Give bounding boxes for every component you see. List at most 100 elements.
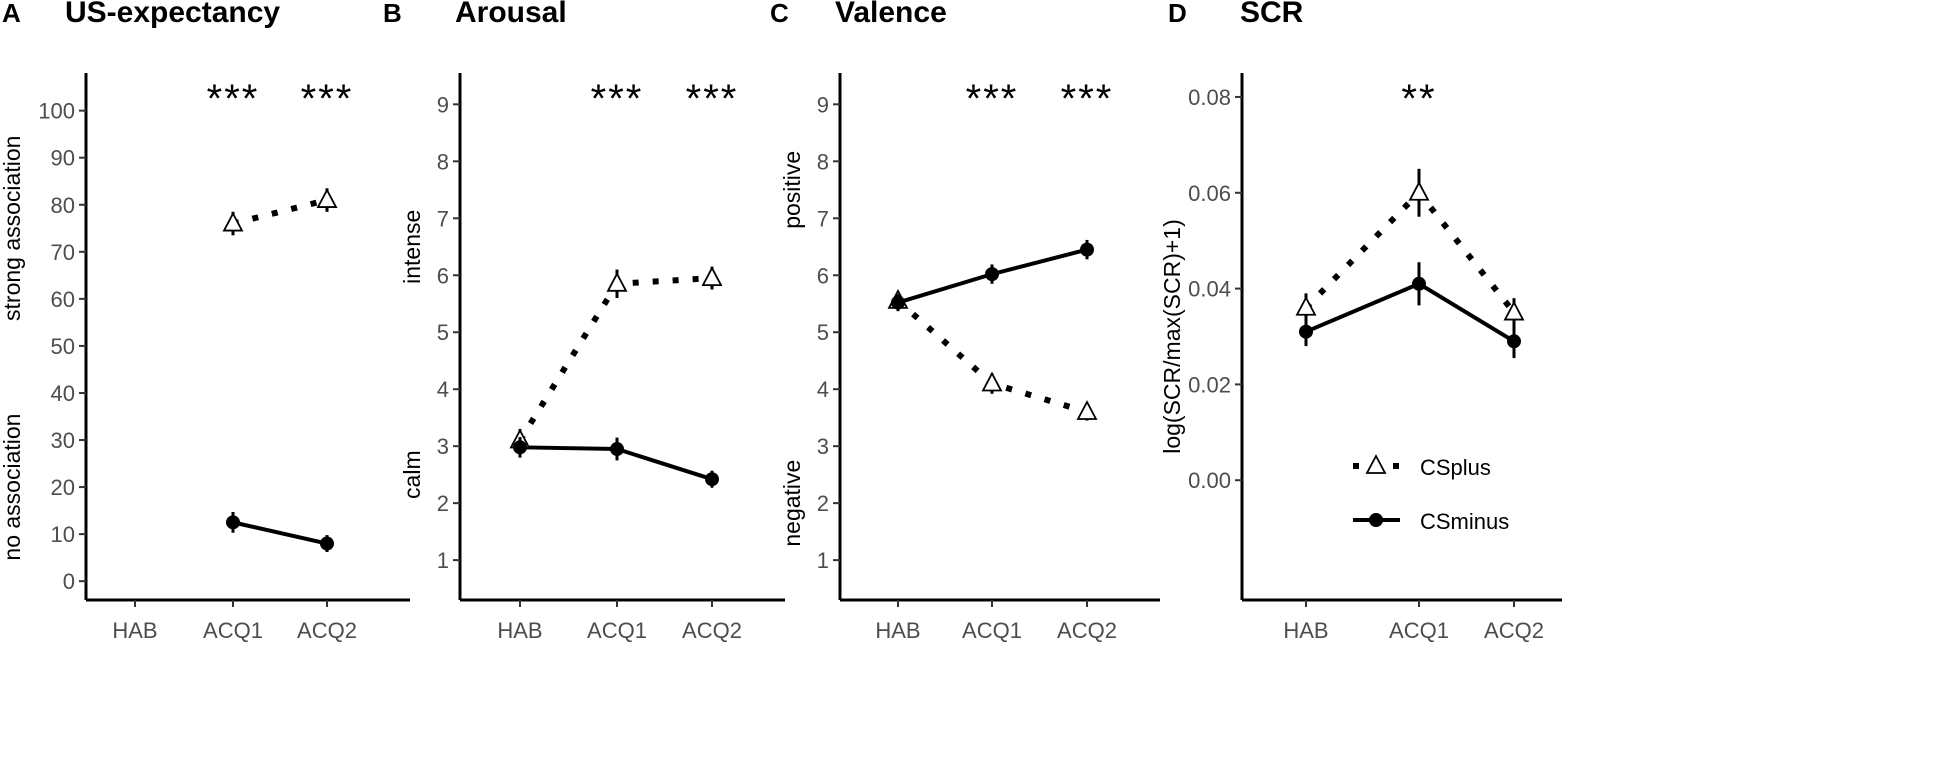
y-tick-label: 0.04 bbox=[1188, 277, 1231, 302]
y-tick-label: 80 bbox=[51, 193, 75, 218]
panel-B: B Arousal 1 2 3 4 5 6 7 8 9 HAB ACQ1 ACQ2 calm intense *… bbox=[383, 0, 785, 643]
panel-title: Valence bbox=[835, 0, 947, 29]
series-line-csplus bbox=[517, 275, 713, 443]
marker-csminus bbox=[891, 295, 905, 310]
marker-csminus bbox=[1080, 242, 1094, 257]
y-tick-label: 7 bbox=[437, 206, 449, 231]
y-tick-label: 2 bbox=[437, 491, 449, 516]
marker-csplus bbox=[1076, 400, 1098, 420]
series-line-csminus bbox=[1305, 281, 1516, 344]
y-axis-label-low: negative bbox=[779, 460, 805, 547]
marker-csplus bbox=[701, 266, 723, 287]
panel-letter: B bbox=[383, 0, 402, 28]
y-tick-label: 7 bbox=[817, 206, 829, 231]
x-tick-label: ACQ2 bbox=[1057, 618, 1117, 643]
marker-csminus bbox=[985, 267, 999, 282]
y-tick-label: 8 bbox=[817, 149, 829, 174]
y-tick-label: 10 bbox=[51, 522, 75, 547]
marker-csplus bbox=[316, 188, 338, 208]
y-axis-label-high: strong association bbox=[0, 136, 25, 321]
x-tick-label: ACQ2 bbox=[682, 618, 742, 643]
x-tick-label: ACQ2 bbox=[1484, 618, 1544, 643]
y-tick-label: 0.02 bbox=[1188, 372, 1231, 397]
significance-stars: *** bbox=[1061, 77, 1114, 121]
y-tick-label: 40 bbox=[51, 381, 75, 406]
y-tick-label: 90 bbox=[51, 146, 75, 171]
y-axis-label-low: no association bbox=[0, 414, 25, 561]
significance-stars: *** bbox=[591, 77, 644, 121]
marker-csplus bbox=[222, 211, 244, 232]
series-line-csplus bbox=[896, 298, 1088, 415]
marker-csminus bbox=[1507, 334, 1521, 349]
marker-csplus bbox=[1503, 300, 1525, 321]
y-tick-label: 4 bbox=[437, 377, 449, 402]
marker-csplus bbox=[606, 271, 628, 292]
x-tick-label: HAB bbox=[497, 618, 542, 643]
y-tick-label: 9 bbox=[817, 92, 829, 117]
y-tick-label: 60 bbox=[51, 287, 75, 312]
y-tick-label: 6 bbox=[817, 263, 829, 288]
panel-D: D SCR 0.00 0.02 0.04 0.06 0.08 HAB ACQ1 ACQ2 log(S… bbox=[1159, 0, 1562, 643]
significance-stars: *** bbox=[207, 77, 260, 121]
y-tick-label: 0.00 bbox=[1188, 468, 1231, 493]
x-tick-label: HAB bbox=[1283, 618, 1328, 643]
significance-stars: *** bbox=[301, 77, 354, 121]
panel-title: US-expectancy bbox=[65, 0, 280, 29]
significance-stars: ** bbox=[1401, 77, 1436, 121]
y-tick-label: 2 bbox=[817, 491, 829, 516]
y-tick-label: 8 bbox=[437, 149, 449, 174]
y-axis-label-low: calm bbox=[399, 450, 425, 499]
panel-A: A US-expectancy 0 10 20 30 40 50 60 70 80 90 100 HAB A… bbox=[0, 0, 410, 643]
x-tick-label: ACQ2 bbox=[297, 618, 357, 643]
y-axis-label-high: intense bbox=[399, 210, 425, 284]
marker-csminus bbox=[705, 472, 719, 487]
series-line-csplus bbox=[232, 197, 328, 227]
significance-stars: *** bbox=[686, 77, 739, 121]
y-tick-label: 0 bbox=[63, 569, 75, 594]
y-tick-label: 1 bbox=[817, 548, 829, 573]
y-tick-label: 0.08 bbox=[1188, 85, 1231, 110]
marker-csminus bbox=[1299, 324, 1313, 339]
marker-csplus bbox=[1408, 180, 1430, 201]
y-tick-label: 3 bbox=[437, 434, 449, 459]
significance-stars: *** bbox=[966, 77, 1019, 121]
legend-label-csminus: CSminus bbox=[1420, 509, 1509, 534]
marker-csminus bbox=[1412, 276, 1426, 291]
series-line-csplus bbox=[1303, 188, 1517, 315]
y-tick-label: 1 bbox=[437, 548, 449, 573]
y-tick-label: 30 bbox=[51, 428, 75, 453]
x-tick-label: ACQ1 bbox=[1389, 618, 1449, 643]
y-tick-label: 0.06 bbox=[1188, 181, 1231, 206]
legend-label-csplus: CSplus bbox=[1420, 455, 1491, 480]
panel-letter: D bbox=[1168, 0, 1187, 28]
y-tick-label: 100 bbox=[38, 99, 75, 124]
marker-csminus bbox=[226, 515, 240, 530]
panel-letter: A bbox=[2, 0, 21, 28]
panel-letter: C bbox=[770, 0, 789, 28]
y-tick-label: 4 bbox=[817, 377, 829, 402]
x-tick-label: HAB bbox=[875, 618, 920, 643]
marker-csminus bbox=[320, 536, 334, 551]
legend: CSplus CSminus bbox=[1353, 454, 1509, 534]
y-tick-label: 20 bbox=[51, 475, 75, 500]
y-tick-label: 6 bbox=[437, 263, 449, 288]
y-tick-label: 3 bbox=[817, 434, 829, 459]
y-tick-label: 5 bbox=[817, 320, 829, 345]
y-tick-label: 70 bbox=[51, 240, 75, 265]
series-line-csminus bbox=[232, 520, 328, 546]
x-tick-label: ACQ1 bbox=[203, 618, 263, 643]
panel-title: Arousal bbox=[455, 0, 567, 29]
x-tick-label: HAB bbox=[112, 618, 157, 643]
marker-csminus bbox=[513, 440, 527, 455]
panel-C: C Valence 1 2 3 4 5 6 7 8 9 HAB ACQ1 ACQ2 negative posi… bbox=[770, 0, 1160, 643]
legend-marker-csminus bbox=[1369, 513, 1383, 527]
y-axis-label: log(SCR/max(SCR)+1) bbox=[1159, 219, 1185, 454]
marker-csplus bbox=[981, 371, 1003, 392]
y-tick-label: 5 bbox=[437, 320, 449, 345]
y-tick-label: 9 bbox=[437, 92, 449, 117]
marker-csplus bbox=[1295, 295, 1317, 316]
y-axis-label-high: positive bbox=[779, 151, 805, 229]
x-tick-label: ACQ1 bbox=[962, 618, 1022, 643]
legend-marker-csplus bbox=[1365, 454, 1387, 474]
